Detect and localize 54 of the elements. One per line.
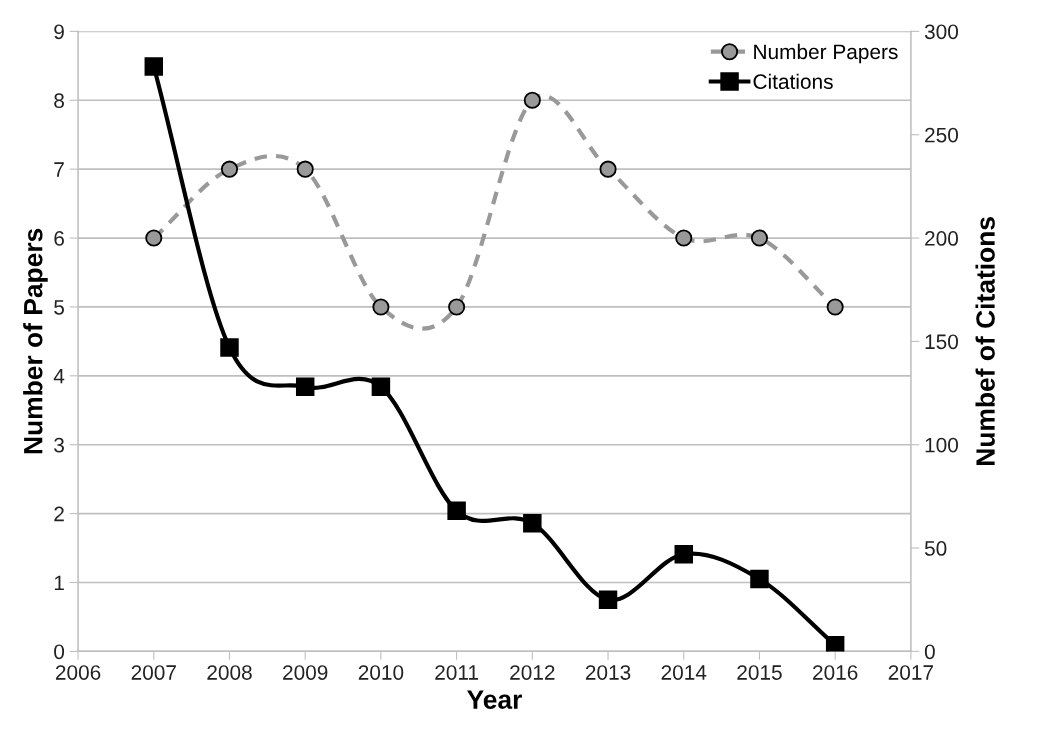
y2-tick-label: 50: [924, 541, 947, 556]
point: [523, 514, 542, 533]
x-tick-label: 2016: [813, 665, 858, 680]
y2-axis-title: Numbef of Citations: [975, 217, 995, 465]
y-tick-label: 7: [54, 162, 64, 177]
y2-tick-label: 300: [924, 24, 959, 40]
y-tick-label: 6: [54, 231, 64, 246]
point: [371, 377, 391, 397]
point: [599, 160, 617, 178]
x-tick-label: 2015: [737, 665, 782, 680]
point: [144, 57, 164, 76]
y2-tick-label: 0: [924, 644, 935, 660]
y-axis-title: Number of Papers: [23, 228, 48, 454]
point: [675, 229, 693, 247]
y2-tick-label: 150: [925, 334, 959, 350]
x-tick-label: 2007: [131, 665, 176, 680]
y2-tick-label: 250: [925, 127, 959, 143]
x-tick-label: 2017: [888, 665, 933, 680]
point: [750, 569, 769, 589]
point: [145, 229, 163, 247]
point: [674, 545, 693, 564]
y2-tick-label: 200: [925, 231, 959, 246]
y-tick-label: 9: [54, 24, 64, 40]
x-tick-label: 2006: [55, 665, 101, 680]
legend-label: Number Papers: [754, 43, 898, 64]
y2-tick-label: 100: [925, 437, 959, 453]
point: [220, 160, 239, 178]
x-tick-label: 2010: [358, 665, 404, 680]
point: [750, 229, 769, 247]
legend-label: Citations: [753, 73, 833, 90]
point: [825, 635, 845, 652]
x-tick-label: 2014: [661, 665, 707, 680]
point: [448, 298, 466, 316]
point: [372, 298, 390, 316]
point: [295, 377, 315, 397]
x-tick-label: 2012: [510, 665, 555, 680]
x-tick-label: 2013: [585, 665, 631, 680]
y-tick-label: 8: [54, 93, 64, 109]
point: [826, 298, 844, 316]
y-tick-label: 2: [54, 506, 64, 522]
x-axis-title: Year: [467, 690, 522, 709]
y-tick-label: 1: [54, 575, 64, 591]
y-tick-label: 3: [54, 437, 64, 453]
point: [523, 91, 541, 109]
x-tick-label: 2011: [435, 665, 479, 680]
point: [220, 338, 239, 357]
y-tick-label: 5: [54, 300, 65, 315]
point: [447, 501, 466, 521]
y-tick-label: 4: [53, 369, 65, 384]
point: [296, 160, 314, 178]
x-tick-label: 2009: [283, 665, 328, 680]
x-tick-label: 2008: [207, 665, 252, 680]
point: [598, 590, 618, 609]
y-tick-label: 0: [54, 644, 65, 660]
